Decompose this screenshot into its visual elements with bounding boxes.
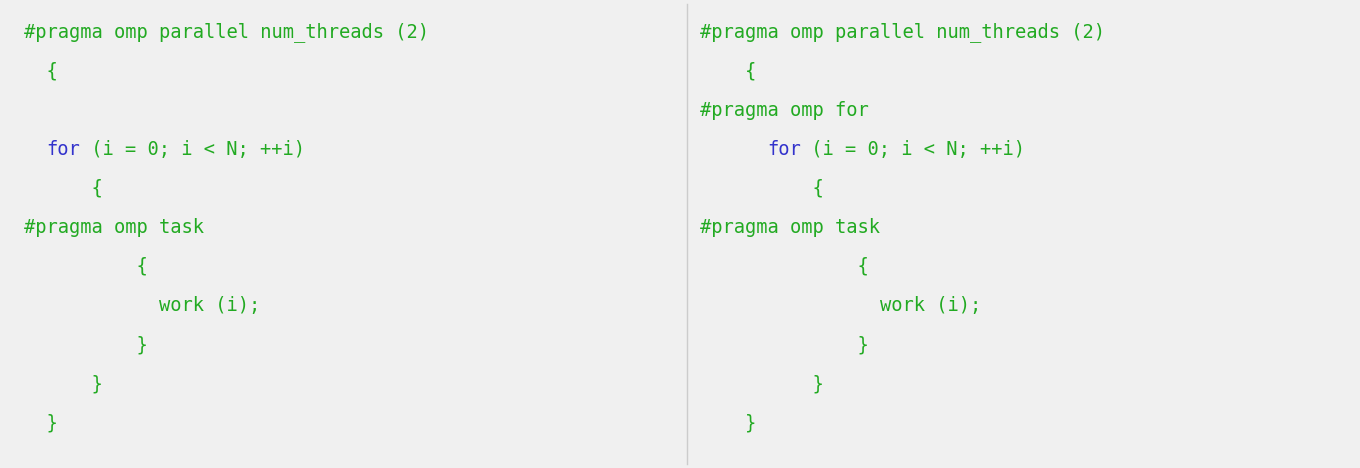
Text: #pragma omp parallel num_threads (2): #pragma omp parallel num_threads (2) [700, 22, 1106, 43]
Text: #pragma omp task: #pragma omp task [24, 218, 204, 237]
Text: (i = 0; i < N; ++i): (i = 0; i < N; ++i) [80, 140, 305, 159]
Text: }: } [24, 335, 148, 354]
Text: }: } [700, 413, 756, 432]
Text: #pragma omp for: #pragma omp for [700, 101, 869, 120]
Text: }: } [700, 374, 824, 393]
Text: {: { [700, 179, 824, 198]
Text: (i = 0; i < N; ++i): (i = 0; i < N; ++i) [800, 140, 1025, 159]
Text: {: { [24, 62, 58, 80]
Text: #pragma omp task: #pragma omp task [700, 218, 880, 237]
Text: work (i);: work (i); [24, 296, 261, 315]
Text: for: for [46, 140, 80, 159]
Text: }: } [700, 335, 869, 354]
Text: work (i);: work (i); [700, 296, 982, 315]
Text: {: { [700, 257, 869, 276]
Text: {: { [24, 179, 103, 198]
Text: }: } [24, 413, 58, 432]
Text: }: } [24, 374, 103, 393]
Text: {: { [700, 62, 756, 80]
Text: #pragma omp parallel num_threads (2): #pragma omp parallel num_threads (2) [24, 22, 430, 43]
Text: for: for [767, 140, 801, 159]
Text: {: { [24, 257, 148, 276]
